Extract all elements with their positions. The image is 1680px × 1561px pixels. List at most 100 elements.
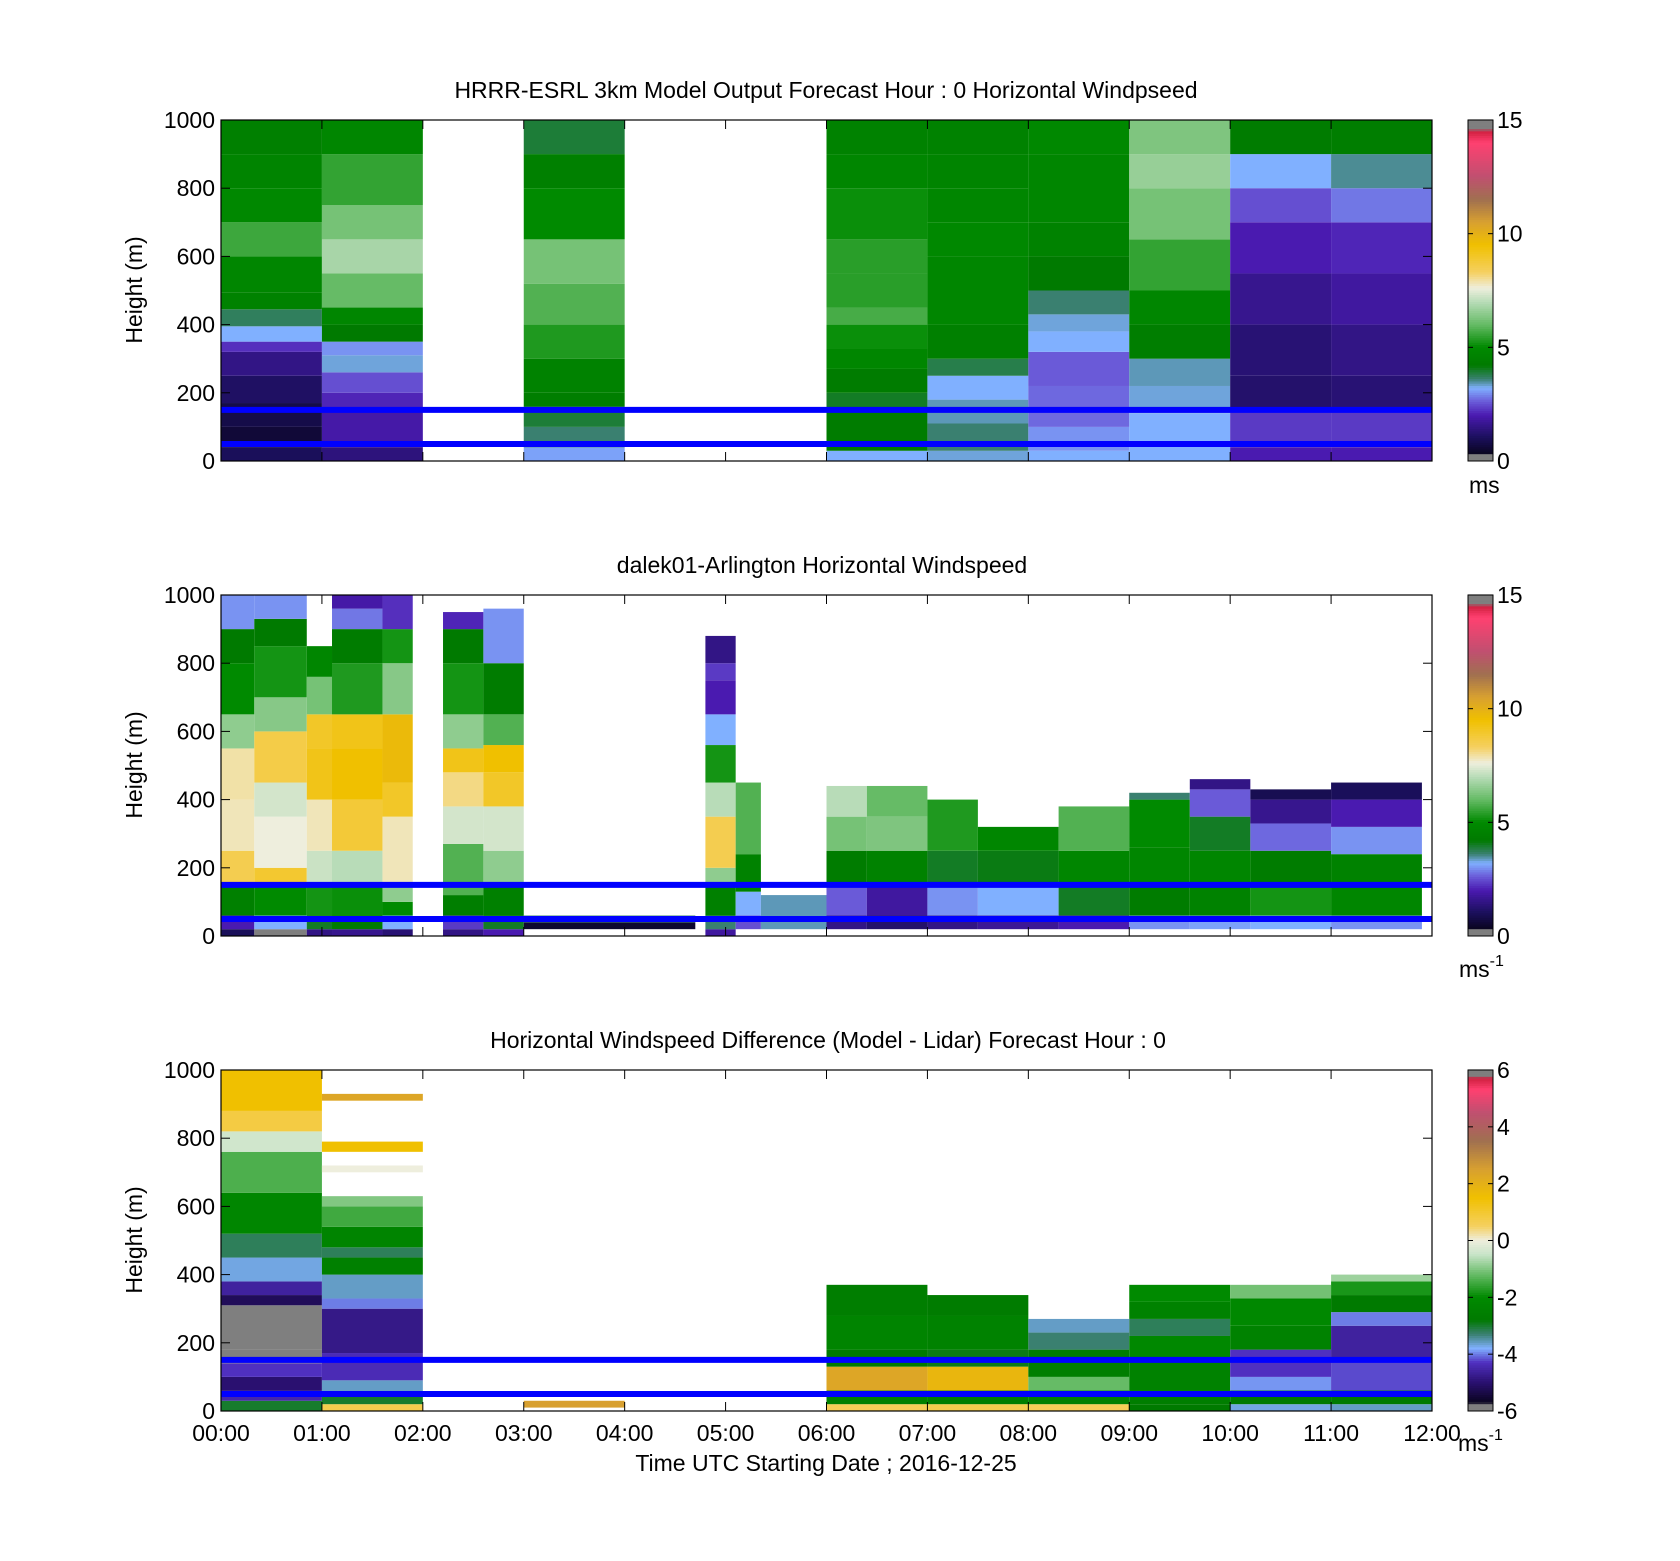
colorbar-segment — [1468, 1321, 1493, 1325]
colorbar-segment — [1468, 192, 1493, 196]
heatmap-cell — [332, 595, 383, 609]
colorbar-tick-label: 15 — [1497, 582, 1523, 608]
heatmap-cell — [1331, 188, 1432, 223]
panel-difference-xlabel: Time UTC Starting Date ; 2016-12-25 — [635, 1450, 1016, 1476]
heatmap-cell — [1230, 1404, 1332, 1411]
heatmap-cell — [1028, 1376, 1130, 1391]
heatmap-cell — [1331, 222, 1432, 274]
colorbar-segment — [1468, 660, 1493, 664]
heatmap-cell — [927, 222, 1029, 257]
heatmap-cell — [382, 595, 413, 630]
colorbar-segment — [1468, 646, 1493, 650]
colorbar-segment — [1468, 1269, 1493, 1273]
colorbar-segment — [1468, 267, 1493, 271]
colorbar-segment — [1468, 187, 1493, 191]
colorbar-segment — [1468, 403, 1493, 407]
colorbar-segment — [1468, 221, 1493, 225]
colorbar-segment — [1468, 178, 1493, 182]
heatmap-cell — [826, 368, 928, 393]
heatmap-cell — [1028, 385, 1130, 427]
panel-lidar-heatmap — [221, 595, 1422, 936]
colorbar-segment — [1468, 417, 1493, 421]
panel-lidar-colorbar-unit: ms — [1459, 956, 1490, 982]
heatmap-cell — [321, 1165, 423, 1173]
colorbar-segment — [1468, 189, 1493, 193]
heatmap-cell — [321, 1274, 423, 1299]
heatmap-cell — [1331, 120, 1432, 155]
heatmap-cell — [321, 1393, 423, 1405]
colorbar-segment — [1468, 137, 1493, 141]
colorbar-segment — [1468, 237, 1493, 241]
heatmap-cell — [321, 1298, 423, 1309]
heatmap-cell — [254, 618, 307, 647]
colorbar-segment — [1468, 705, 1493, 709]
y-tick-label: 0 — [202, 448, 215, 474]
colorbar-segment — [1468, 146, 1493, 150]
heatmap-cell — [927, 1295, 1029, 1316]
heatmap-cell — [332, 714, 383, 749]
heatmap-cell — [1129, 1318, 1231, 1336]
heatmap-cell — [1028, 1332, 1130, 1350]
y-tick-label: 200 — [177, 1330, 215, 1356]
heatmap-cell — [321, 1380, 423, 1394]
heatmap-cell — [826, 273, 928, 308]
heatmap-cell — [221, 447, 322, 461]
colorbar-segment — [1468, 1114, 1493, 1118]
colorbar-segment — [1468, 899, 1493, 902]
colorbar-segment — [1468, 1137, 1493, 1141]
heatmap-cell — [443, 629, 484, 664]
colorbar-segment — [1468, 1392, 1493, 1396]
colorbar-segment — [1468, 773, 1493, 777]
colorbar-segment — [1468, 1073, 1493, 1077]
colorbar-segment — [1468, 723, 1493, 727]
heatmap-cell — [221, 309, 322, 327]
colorbar-segment — [1468, 230, 1493, 234]
panel-lidar-ylabel: Height (m) — [121, 711, 147, 818]
heatmap-cell — [332, 608, 383, 630]
panel-difference-y-axis: 0 200 400 600 800 1000 — [164, 1057, 1432, 1424]
colorbar-segment — [1468, 453, 1493, 457]
heatmap-cell — [977, 850, 1059, 885]
colorbar-segment — [1468, 1342, 1493, 1346]
colorbar-segment — [1468, 671, 1493, 675]
colorbar-segment — [1468, 1076, 1493, 1080]
colorbar-segment — [1468, 1339, 1493, 1343]
colorbar-tick-label: -6 — [1497, 1398, 1517, 1424]
colorbar-segment — [1468, 876, 1493, 880]
colorbar-segment — [1468, 653, 1493, 657]
colorbar-segment — [1468, 444, 1493, 448]
colorbar-segment — [1468, 710, 1493, 714]
colorbar-segment — [1468, 708, 1493, 711]
colorbar-segment — [1468, 1233, 1493, 1236]
colorbar-segment — [1468, 642, 1493, 646]
colorbar-segment — [1468, 346, 1493, 350]
heatmap-cell — [826, 307, 928, 325]
heatmap-cell — [1129, 1359, 1231, 1391]
colorbar-segment — [1468, 614, 1493, 618]
heatmap-cell — [221, 663, 255, 715]
colorbar-segment — [1468, 233, 1493, 236]
colorbar-segment — [1468, 128, 1493, 132]
y-tick-label: 400 — [177, 787, 215, 813]
heatmap-cell — [321, 1257, 423, 1275]
heatmap-cell — [332, 929, 383, 936]
colorbar-segment — [1468, 796, 1493, 800]
x-tick-label: 00:00 — [192, 1420, 250, 1446]
heatmap-cell — [1331, 1359, 1432, 1391]
heatmap-cell — [321, 154, 423, 206]
colorbar-segment — [1468, 183, 1493, 186]
y-tick-label: 200 — [177, 380, 215, 406]
heatmap-cell — [221, 403, 322, 427]
colorbar-segment — [1468, 1346, 1493, 1350]
heatmap-cell — [927, 324, 1029, 359]
colorbar-segment — [1468, 394, 1493, 398]
colorbar-segment — [1468, 333, 1493, 336]
heatmap-cell — [866, 785, 928, 817]
heatmap-cell — [483, 608, 524, 664]
heatmap-cell — [826, 1315, 928, 1350]
colorbar-segment — [1468, 833, 1493, 836]
heatmap-cell — [254, 929, 307, 936]
colorbar-segment — [1468, 1148, 1493, 1152]
colorbar-segment — [1468, 805, 1493, 809]
colorbar-segment — [1468, 278, 1493, 282]
